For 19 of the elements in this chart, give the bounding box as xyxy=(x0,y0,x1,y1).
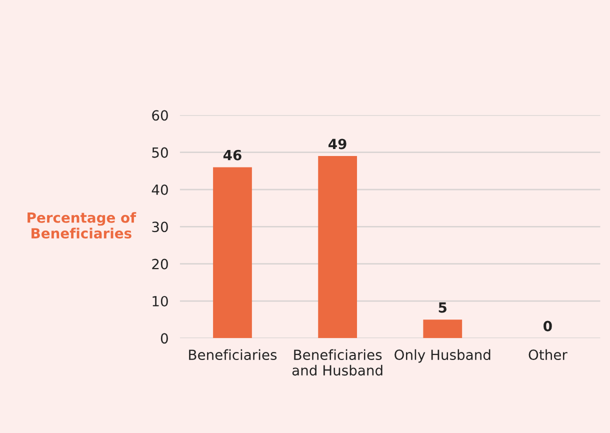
data-label: 46 xyxy=(223,150,242,160)
data-label: 5 xyxy=(438,302,446,313)
data-label: 49 xyxy=(328,138,346,150)
y-tick-label: 10 xyxy=(152,296,168,306)
bar xyxy=(213,167,252,338)
y-tick-label: 20 xyxy=(152,258,168,270)
y-tick-label: 30 xyxy=(152,222,168,232)
x-tick-label: Only Husband xyxy=(394,349,490,363)
bar xyxy=(318,156,357,338)
x-tick-label: Other xyxy=(528,349,568,360)
x-tick-label: Beneficiaries xyxy=(189,349,277,360)
y-tick-label: 40 xyxy=(152,184,168,195)
y-tick-label: 0 xyxy=(160,333,168,344)
data-label: 0 xyxy=(544,320,552,332)
y-tick-label: 60 xyxy=(152,110,168,121)
x-tick-label: Beneficiaries and Husband xyxy=(292,349,382,376)
y-tick-label: 50 xyxy=(152,147,168,158)
bar xyxy=(423,320,462,338)
y-axis-title: Percentage of Beneficiaries xyxy=(28,212,136,239)
